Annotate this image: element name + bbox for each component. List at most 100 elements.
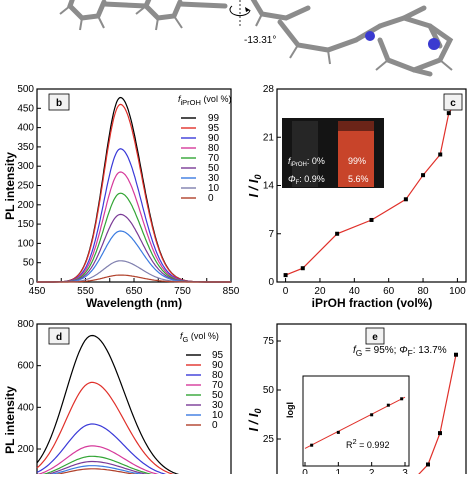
ratio-point (369, 217, 374, 222)
panel-c: 0 7 14 21 28 0 20 40 60 80 100 fiPrOH: 0% 99% ΦF:… (246, 84, 467, 310)
panel-c-xlabel: iPrOH fraction (vol%) (312, 296, 433, 310)
legend-label-10: 10 (212, 410, 224, 421)
panel-c-x-axis: 0 20 40 60 80 100 (283, 278, 466, 297)
x-tick-label: 20 (314, 286, 326, 297)
panel-b-ylabel: PL intensity (3, 152, 17, 220)
panel-d-legend-title: fG (vol %) (180, 331, 219, 344)
legend-label-0: 0 (208, 193, 214, 204)
y-tick-label: 100 (17, 238, 34, 249)
legend-label-80: 80 (208, 143, 220, 154)
inset-right-fraction: 99% (348, 156, 366, 166)
inset-left-phi: ΦF: 0.9% (288, 174, 325, 186)
y-tick-label: 75 (263, 336, 275, 347)
y-tick-label: 21 (263, 132, 275, 143)
y-tick-label: 400 (17, 402, 34, 413)
panel-d-letter: d (56, 332, 62, 343)
panel-e-letter: e (372, 332, 378, 343)
panel-d-frame (36, 323, 232, 479)
spectrum-curve-0 (37, 274, 231, 283)
x-tick-label: 80 (417, 286, 429, 297)
panel-d-ylabel: PL intensity (3, 386, 17, 454)
panel-e-inset: 0 1 2 3 logI (285, 375, 410, 479)
legend-label-80: 80 (212, 370, 224, 381)
ratio-point (426, 462, 430, 467)
spectrum-curve-70 (37, 192, 231, 283)
ratio-point (446, 111, 451, 116)
legend-label-90: 90 (208, 133, 220, 144)
panel-e-y-axis: 25 50 75 (263, 336, 281, 445)
legend-label-30: 30 (212, 400, 224, 411)
panel-b-legend-title: fiPrOH (vol %) (178, 94, 232, 107)
x-tick-label: 750 (174, 286, 191, 297)
ratio-point (403, 197, 408, 202)
inset-x-tick-label: 1 (336, 468, 342, 474)
x-tick-label: 550 (77, 286, 94, 297)
x-tick-label: 60 (383, 286, 395, 297)
ratio-point (300, 266, 305, 271)
y-tick-label: 28 (263, 84, 275, 95)
ratio-point (438, 431, 442, 436)
y-tick-label: 25 (263, 434, 275, 445)
spectrum-curve-99 (37, 96, 231, 283)
inset-point (386, 403, 390, 407)
panel-c-ylabel: I / I0 (246, 174, 263, 197)
legend-label-70: 70 (212, 380, 224, 391)
y-tick-label: 350 (17, 142, 34, 153)
legend-label-30: 30 (208, 173, 220, 184)
x-tick-label: 650 (126, 286, 143, 297)
panel-b-curves (37, 96, 231, 283)
y-tick-label: 500 (17, 84, 34, 95)
x-tick-label: 0 (283, 286, 289, 297)
ratio-point (283, 273, 288, 278)
y-tick-label: 300 (17, 161, 34, 172)
panel-b-letter: b (56, 98, 62, 109)
y-tick-label: 50 (263, 385, 275, 396)
ratio-point (438, 152, 443, 157)
angle-label: -13.31° (244, 35, 276, 46)
inset-left-fraction: fiPrOH: 0% (288, 156, 325, 168)
legend-label-95: 95 (212, 350, 224, 361)
y-tick-label: 250 (17, 181, 34, 192)
panel-e-inset-r2: R2 = 0.992 (346, 437, 390, 450)
spectrum-curve-30 (37, 230, 231, 283)
ratio-point (335, 231, 340, 236)
y-tick-label: 0 (28, 277, 34, 288)
y-tick-label: 0 (268, 277, 274, 288)
legend-label-70: 70 (208, 153, 220, 164)
panel-c-letter: c (450, 98, 456, 109)
x-tick-label: 40 (349, 286, 361, 297)
y-tick-label: 14 (263, 181, 275, 192)
panel-c-y-axis: 0 7 14 21 28 (263, 84, 281, 288)
inset-point (310, 443, 314, 447)
panel-d-y-axis: 200 400 600 800 (17, 319, 41, 455)
panel-e-ylabel: I / I0 (246, 408, 263, 431)
x-tick-label: 450 (29, 286, 46, 297)
inset-x-tick-label: 3 (402, 468, 408, 474)
spectrum-curve-50 (37, 213, 231, 283)
panel-c-inset-photo: fiPrOH: 0% 99% ΦF: 0.9% 5.6% (282, 118, 384, 188)
ratio-point (421, 173, 426, 178)
y-tick-label: 600 (17, 361, 34, 372)
panel-e-annotation: fG = 95%; ΦF: 13.7% (353, 345, 447, 358)
panel-e-frame (276, 323, 467, 479)
panel-d-curves (36, 334, 231, 479)
inset-point (400, 397, 404, 401)
panel-e-inset-ylabel: logI (285, 402, 295, 418)
spectrum-curve-70 (36, 445, 231, 479)
y-tick-label: 150 (17, 219, 34, 230)
molecule-structure: -13.31° (59, 0, 454, 77)
x-tick-label: 100 (449, 286, 466, 297)
inset-right-phi: 5.6% (348, 174, 369, 184)
legend-label-50: 50 (208, 163, 220, 174)
x-tick-label: 850 (223, 286, 240, 297)
legend-label-99: 99 (208, 113, 220, 124)
inset-x-tick-label: 0 (302, 468, 308, 474)
spectrum-curve-80 (36, 423, 231, 479)
y-tick-label: 50 (23, 258, 35, 269)
legend-label-95: 95 (208, 123, 220, 134)
legend-label-10: 10 (208, 183, 220, 194)
legend-label-50: 50 (212, 390, 224, 401)
